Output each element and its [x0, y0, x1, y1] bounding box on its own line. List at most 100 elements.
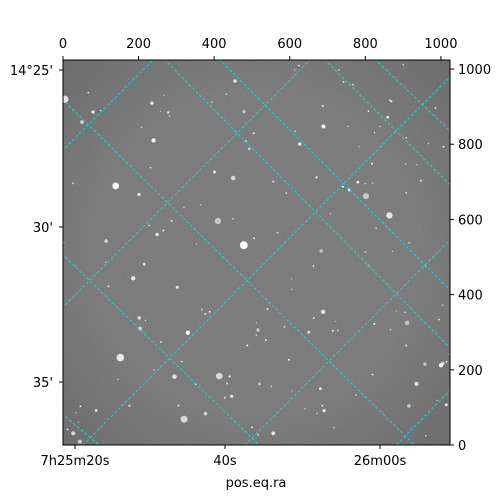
right-tick-label: 200: [458, 364, 483, 379]
grid-line: [219, 60, 450, 291]
star: [342, 80, 345, 84]
star: [99, 109, 102, 112]
star: [264, 339, 267, 342]
star: [255, 334, 258, 336]
star: [159, 110, 162, 112]
star: [356, 180, 360, 184]
star: [291, 288, 293, 290]
grid-line: [63, 254, 260, 445]
star: [246, 344, 249, 347]
star: [151, 138, 156, 143]
star: [405, 320, 410, 326]
right-tick-label: 800: [458, 138, 483, 153]
star: [266, 308, 269, 311]
star: [170, 219, 173, 222]
star: [104, 261, 107, 263]
grid-line: [82, 76, 450, 445]
star: [337, 69, 340, 71]
right-pixel-axis: 0 200 400 600 800 1000: [450, 63, 491, 454]
star: [144, 319, 147, 322]
star: [195, 243, 198, 245]
star: [142, 262, 146, 266]
star: [255, 322, 258, 324]
star: [75, 412, 78, 414]
star: [94, 409, 98, 412]
star: [312, 265, 315, 267]
star: [247, 147, 251, 151]
star: [172, 374, 177, 379]
star: [364, 251, 367, 253]
right-tick-label: 0: [458, 439, 466, 454]
star: [79, 405, 82, 408]
grid-line: [63, 60, 311, 308]
star: [271, 431, 276, 436]
star: [423, 362, 427, 366]
grid-line: [244, 239, 450, 445]
star: [321, 124, 326, 129]
star: [72, 182, 75, 185]
star: [371, 162, 374, 165]
star: [87, 91, 90, 94]
star: [389, 328, 392, 331]
star: [150, 101, 154, 105]
star: [329, 213, 332, 215]
star: [230, 394, 234, 398]
star: [233, 79, 237, 83]
sky-vignette: [63, 60, 450, 445]
right-tick-label: 600: [458, 213, 483, 228]
bottom-tick-label: 40s: [213, 454, 237, 469]
star: [322, 409, 326, 413]
star: [177, 404, 180, 407]
star: [78, 421, 80, 423]
star: [390, 100, 393, 103]
star: [131, 276, 136, 281]
star: [312, 316, 315, 319]
star: [258, 382, 262, 386]
star: [419, 179, 422, 182]
star: [379, 125, 381, 128]
star: [373, 322, 376, 325]
star: [208, 310, 211, 313]
star: [230, 175, 236, 181]
star: [294, 130, 297, 133]
star: [371, 373, 374, 376]
star: [436, 399, 438, 402]
star: [256, 328, 260, 332]
plot-frame: [62, 59, 451, 446]
star: [333, 426, 335, 429]
grid-line: [164, 60, 450, 349]
star: [445, 360, 448, 363]
star: [211, 101, 213, 103]
star: [163, 94, 165, 97]
star: [91, 110, 95, 114]
star: [402, 63, 405, 66]
plot-area: [62, 59, 451, 446]
star: [437, 318, 440, 321]
star: [71, 431, 76, 436]
star: [66, 428, 69, 431]
star: [252, 132, 255, 135]
star: [341, 185, 344, 188]
star: [74, 265, 77, 267]
top-tick-label: 600: [277, 37, 302, 52]
star: [128, 404, 131, 407]
star: [405, 191, 408, 194]
star: [364, 182, 366, 185]
star: [321, 404, 324, 407]
star: [149, 166, 152, 169]
star: [291, 390, 293, 392]
star: [427, 142, 430, 145]
star: [253, 237, 256, 240]
star: [203, 411, 208, 416]
star: [215, 372, 223, 380]
star: [408, 241, 411, 244]
star: [386, 115, 390, 119]
star: [386, 212, 393, 219]
right-tick-label: 1000: [458, 63, 491, 78]
left-tick-label: 35': [33, 376, 53, 391]
star: [140, 126, 143, 129]
star: [290, 278, 293, 280]
star: [335, 320, 337, 323]
left-tick-label: 14°25': [10, 64, 53, 79]
